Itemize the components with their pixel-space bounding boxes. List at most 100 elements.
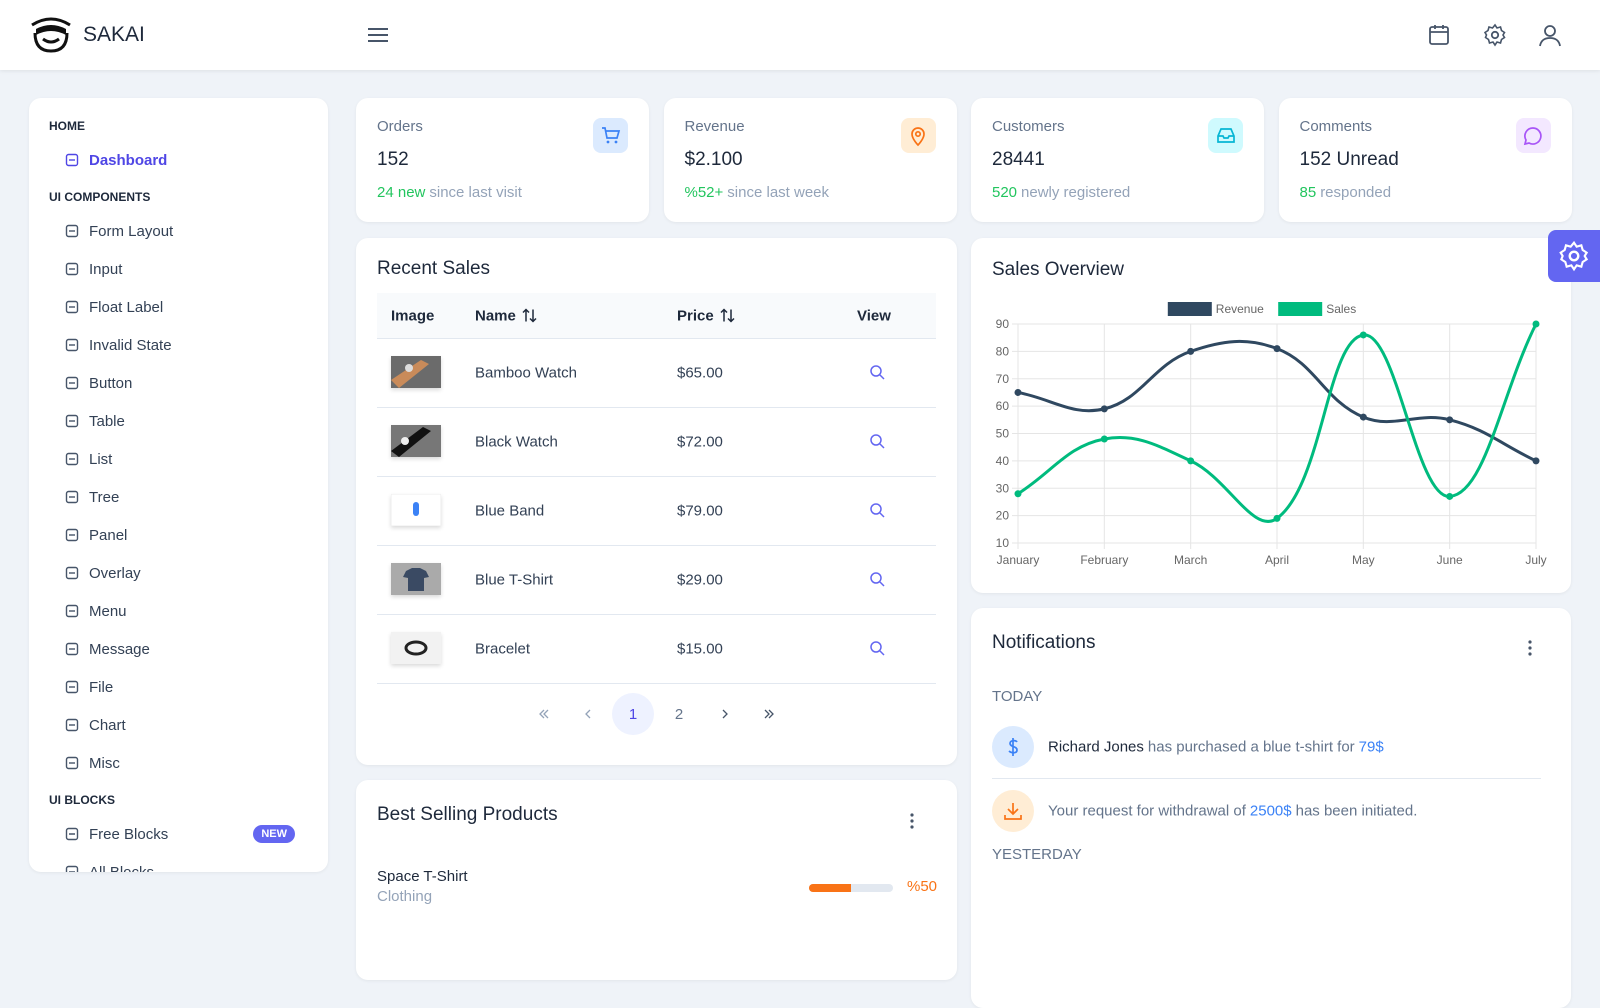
icon-shape [403, 568, 429, 591]
menu-item[interactable]: Message [49, 630, 308, 668]
icon-shape [914, 130, 922, 137]
menu-item[interactable]: Menu [49, 592, 308, 630]
legend-swatch [1278, 302, 1323, 316]
stat-value: 28441 [992, 149, 1045, 170]
calendar-button[interactable] [1428, 23, 1450, 47]
icon-shape [65, 153, 79, 167]
icon-shape [720, 308, 735, 323]
icon-shape [65, 262, 79, 276]
column-header-label: Image [391, 307, 435, 324]
icon-shape [65, 528, 79, 542]
notification-icon-glyph [1008, 738, 1018, 756]
y-tick-label: 40 [996, 454, 1010, 468]
stat-icon [1515, 118, 1551, 153]
stat-note-text: responded [1320, 184, 1392, 201]
menu-icon [65, 680, 79, 694]
page-button[interactable]: 1 [612, 693, 654, 735]
menu-item[interactable]: File [49, 668, 308, 706]
stat-label: Comments [1299, 118, 1373, 135]
view-button[interactable] [869, 571, 885, 587]
page-button[interactable]: 2 [674, 705, 684, 723]
stat-note: %52+ since last week [685, 184, 830, 201]
more-button[interactable] [909, 812, 915, 830]
column-header[interactable]: Name [475, 307, 537, 324]
data-point [1446, 416, 1454, 424]
icon-shape [870, 572, 882, 584]
page-nav-prev[interactable] [567, 693, 609, 735]
y-tick-label: 30 [996, 481, 1010, 495]
menu-toggle[interactable] [366, 23, 390, 47]
menu-item[interactable]: Dashboard [49, 141, 308, 179]
notification-item: Richard Jones has purchased a blue t-shir… [992, 722, 1541, 772]
notification-text-after: has been initiated. [1295, 802, 1418, 820]
icon-shape [65, 452, 79, 466]
view-button[interactable] [869, 364, 885, 380]
menu-icon [65, 414, 79, 428]
view-button[interactable] [869, 433, 885, 449]
card-title: Recent Sales [377, 258, 491, 279]
menu-item-label: Dashboard [89, 151, 168, 169]
icon-shape [405, 364, 413, 372]
settings-button[interactable] [1483, 23, 1507, 47]
config-button[interactable] [1548, 230, 1600, 282]
menu-item[interactable]: Misc [49, 744, 308, 782]
line-chart: 10 20 30 40 50 60 70 80 90 January February March Ap… [996, 302, 1547, 567]
profile-button[interactable] [1538, 23, 1562, 47]
data-point [1273, 345, 1281, 353]
notification-amount: 79$ [1358, 738, 1384, 756]
menu-item[interactable]: Float Label [49, 288, 308, 326]
product-name: Bracelet [475, 640, 531, 657]
menu-item-label: Misc [89, 754, 120, 772]
stat-icon [900, 118, 936, 153]
icon-shape [1008, 738, 1018, 756]
notification-text: Your request for withdrawal of 2500$ has b… [1048, 803, 1421, 820]
menu-item[interactable]: Invalid State [49, 326, 308, 364]
menu-item-label: Free Blocks [89, 825, 169, 843]
icon-shape [601, 126, 620, 139]
icon-shape [1523, 126, 1542, 145]
icon-shape [522, 308, 537, 323]
stat-icon-glyph [911, 126, 925, 146]
stat-highlight: 520 [992, 184, 1018, 201]
menu-item-label: Overlay [89, 564, 141, 582]
icon-shape [65, 566, 79, 580]
recent-sales-card: Recent Sales Image Name Price View Bamboo Wa… [356, 238, 957, 765]
page-nav-first[interactable] [521, 693, 563, 735]
icon-shape [1528, 646, 1532, 650]
icon-shape [910, 813, 914, 817]
menu-item[interactable]: Free Blocks NEW [49, 815, 308, 853]
y-tick-label: 70 [996, 372, 1010, 386]
column-header-label: View [857, 307, 891, 324]
menu-item-label: Form Layout [89, 222, 174, 240]
column-header[interactable]: Price [677, 307, 735, 324]
menu-item[interactable]: Button [49, 364, 308, 402]
table-row: Bracelet $15.00 [377, 614, 936, 684]
topbar: SAKAI [0, 0, 1600, 70]
view-button[interactable] [869, 502, 885, 518]
product-price: $15.00 [677, 640, 723, 657]
menu-item[interactable]: Chart [49, 706, 308, 744]
table-row: Blue Band $79.00 [377, 476, 936, 546]
icon-shape [1544, 25, 1556, 37]
data-point [1532, 457, 1540, 465]
menu-item[interactable]: All Blocks [49, 853, 308, 872]
menu-item[interactable]: Overlay [49, 554, 308, 592]
menu-item[interactable]: Form Layout [49, 212, 308, 250]
menu-item[interactable]: Table [49, 402, 308, 440]
page-nav-next[interactable] [704, 693, 746, 735]
icon-shape [1429, 26, 1449, 45]
menu-icon [65, 153, 79, 167]
data-point [1359, 331, 1367, 339]
menu-item[interactable]: Input [49, 250, 308, 288]
product-name: Bamboo Watch [475, 364, 577, 381]
menu-item[interactable]: List [49, 440, 308, 478]
menu-item[interactable]: Panel [49, 516, 308, 554]
y-tick-label: 50 [996, 427, 1010, 441]
icon-shape [879, 650, 885, 656]
icon-shape [1490, 30, 1500, 40]
more-button[interactable] [1527, 639, 1533, 657]
menu-item-label: Chart [89, 716, 126, 734]
menu-item[interactable]: Tree [49, 478, 308, 516]
page-nav-last[interactable] [750, 693, 792, 735]
view-button[interactable] [869, 640, 885, 656]
